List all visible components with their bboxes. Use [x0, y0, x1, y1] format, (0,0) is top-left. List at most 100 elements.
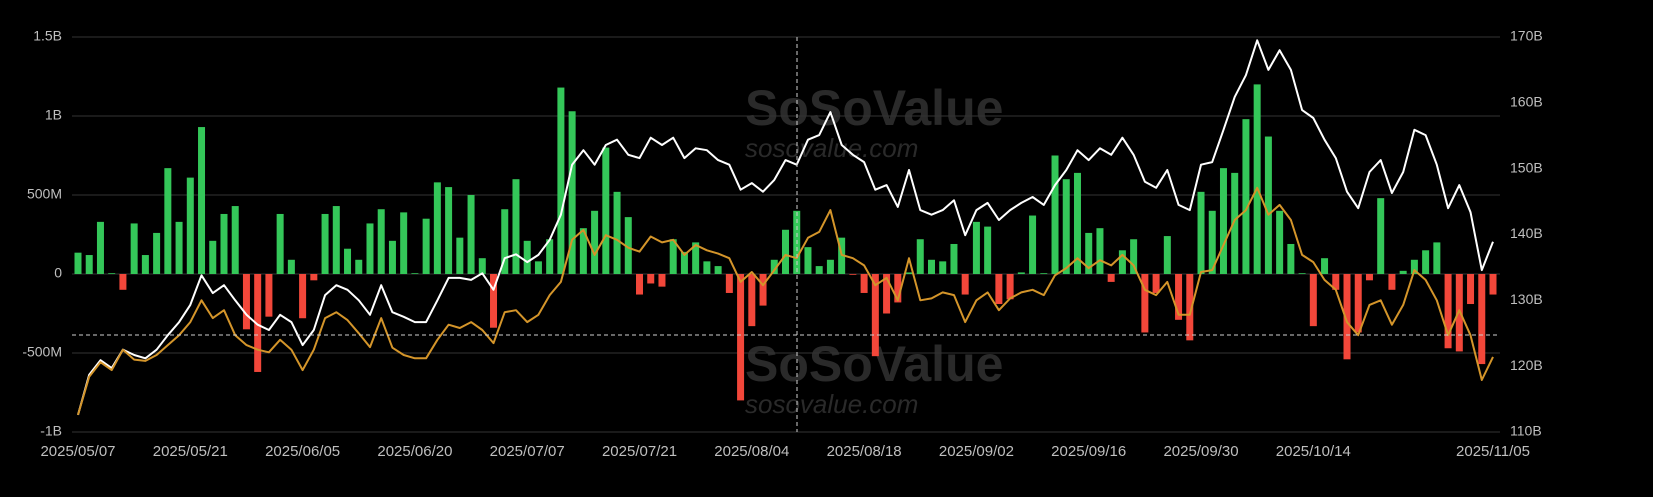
bar	[602, 147, 610, 274]
bar	[186, 177, 194, 274]
bar	[1467, 274, 1475, 305]
bar	[287, 259, 295, 274]
x-tick-label: 2025/09/02	[939, 443, 1014, 460]
bar	[647, 274, 655, 284]
bar	[130, 223, 138, 274]
bar	[1219, 168, 1227, 274]
bar	[1343, 274, 1351, 360]
bar	[759, 274, 767, 306]
y2-tick-label: 130B	[1510, 291, 1543, 307]
bar	[445, 187, 453, 274]
bar	[1163, 236, 1171, 274]
bar	[1085, 232, 1093, 274]
y-tick-label: -1B	[40, 423, 62, 439]
bar	[1029, 215, 1037, 274]
watermark: sosovalue.com	[745, 133, 918, 163]
bar	[1231, 172, 1239, 274]
bar	[1399, 270, 1407, 274]
bar	[388, 240, 396, 274]
bar	[1309, 274, 1317, 327]
bar	[1208, 210, 1216, 274]
bar	[1298, 273, 1306, 274]
bar	[927, 259, 935, 274]
bar	[478, 258, 486, 274]
bar	[871, 274, 879, 357]
bar	[1017, 272, 1025, 274]
bar	[995, 274, 1003, 305]
bar	[1062, 179, 1070, 274]
x-tick-label: 2025/10/14	[1276, 443, 1351, 460]
bar	[220, 213, 228, 274]
watermark: SoSoValue	[745, 80, 1003, 136]
bar	[1175, 274, 1183, 320]
bar	[299, 274, 307, 319]
bar	[1478, 274, 1486, 365]
bar	[568, 111, 576, 274]
y-tick-label: 500M	[27, 186, 62, 202]
plot: -1B -500M 0 500M 1B 1.5B 110B 120B 130B 140B 150B 1…	[22, 28, 1542, 460]
bar	[972, 221, 980, 274]
bar	[1264, 136, 1272, 274]
bar	[344, 248, 352, 274]
x-tick-label: 2025/08/18	[827, 443, 902, 460]
bar	[1287, 243, 1295, 274]
x-tick-label: 2025/07/07	[490, 443, 565, 460]
bar	[826, 259, 834, 274]
bar	[1332, 274, 1340, 290]
bar	[355, 259, 363, 274]
bar	[231, 206, 239, 274]
bar	[456, 237, 464, 274]
y-tick-label: 1B	[45, 107, 62, 123]
bar	[377, 209, 385, 274]
bar	[366, 223, 374, 274]
y2-tick-label: 160B	[1510, 94, 1543, 110]
bar	[119, 274, 127, 290]
bar	[1444, 274, 1452, 349]
bar	[1118, 250, 1126, 274]
y2-tick-label: 140B	[1510, 225, 1543, 241]
bar	[1276, 210, 1284, 274]
bar	[1365, 274, 1373, 281]
bar	[153, 232, 161, 274]
bar	[512, 179, 520, 274]
bar	[1107, 274, 1115, 282]
y2-tick-label: 170B	[1510, 28, 1543, 44]
bar	[490, 274, 498, 328]
bar	[782, 229, 789, 274]
bar	[1433, 242, 1441, 274]
bar	[141, 255, 149, 274]
bar	[546, 239, 554, 274]
bar	[108, 273, 116, 274]
bar	[332, 206, 340, 274]
bar	[310, 274, 318, 281]
x-tick-label: 2025/09/30	[1163, 443, 1238, 460]
bar	[1489, 274, 1497, 295]
bar	[74, 252, 82, 274]
bar	[85, 255, 93, 274]
bar	[714, 266, 722, 274]
bar	[579, 228, 587, 274]
bar	[770, 259, 778, 274]
x-tick-label: 2025/05/21	[153, 443, 228, 460]
bar	[557, 87, 565, 274]
bar	[669, 239, 677, 274]
bar	[1073, 172, 1081, 274]
y2-tick-label: 120B	[1510, 357, 1543, 373]
bar	[265, 274, 273, 317]
bar	[804, 247, 812, 274]
bar	[725, 274, 733, 293]
x-tick-label: 2025/11/05	[1456, 443, 1530, 460]
bar	[1410, 259, 1418, 274]
x-tick-label: 2025/09/16	[1051, 443, 1126, 460]
x-tick-label: 2025/05/07	[40, 443, 115, 460]
x-tick-label: 2025/06/05	[265, 443, 340, 460]
x-tick-label: 2025/08/04	[714, 443, 789, 460]
bar	[1152, 274, 1160, 293]
bar	[321, 213, 329, 274]
bar	[860, 274, 868, 293]
bar	[1051, 155, 1059, 274]
bar	[254, 274, 262, 372]
bar	[422, 218, 430, 274]
